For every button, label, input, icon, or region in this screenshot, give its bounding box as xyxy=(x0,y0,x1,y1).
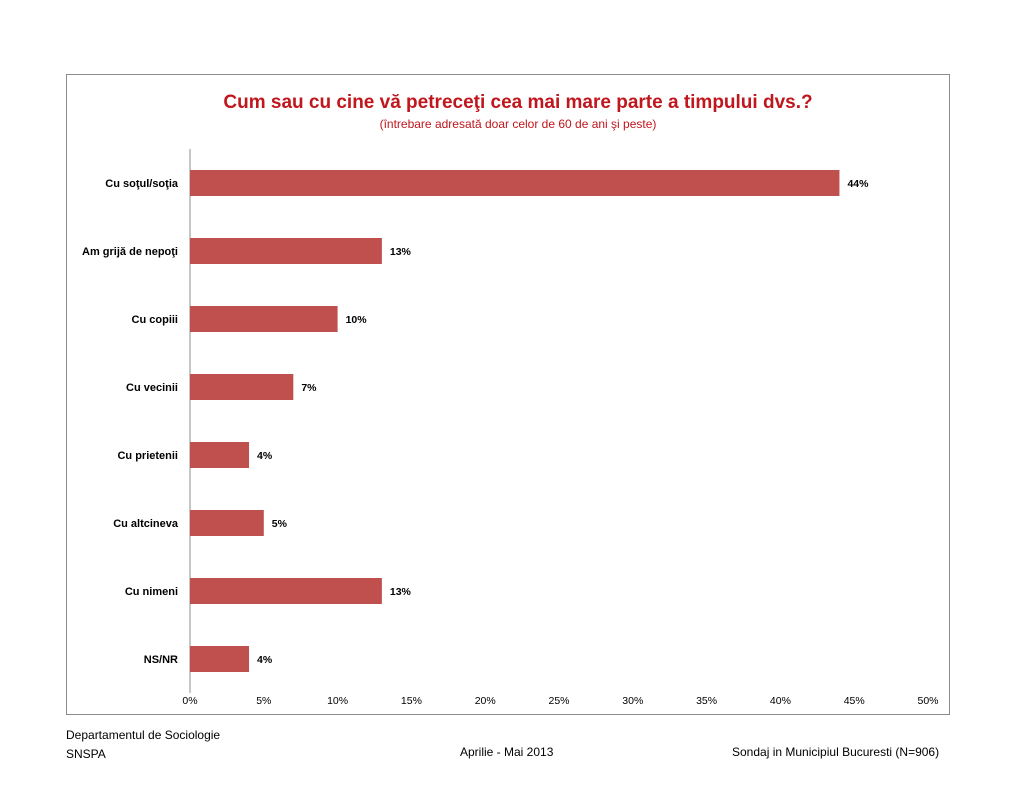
footer-survey: Sondaj in Municipiul Bucuresti (N=906) xyxy=(732,745,940,759)
category-label: Cu nimeni xyxy=(125,586,178,598)
footer-department: Departamentul de Sociologie xyxy=(66,728,221,742)
x-tick-label: 10% xyxy=(327,695,348,707)
footer-period: Aprilie - Mai 2013 xyxy=(460,745,554,759)
bar xyxy=(190,442,250,468)
chart-title: Cum sau cu cine vă petreceţi cea mai mar… xyxy=(223,92,812,113)
bar xyxy=(190,374,294,400)
chart-subtitle: (întrebare adresată doar celor de 60 de … xyxy=(380,117,657,131)
x-tick-label: 5% xyxy=(256,695,271,707)
data-label: 4% xyxy=(257,450,273,462)
bar xyxy=(190,306,338,332)
bar xyxy=(190,238,382,264)
bar xyxy=(190,578,382,604)
bar xyxy=(190,646,250,672)
x-tick-label: 35% xyxy=(696,695,717,707)
x-tick-label: 45% xyxy=(844,695,865,707)
plot-area: Cu soţul/soţia 44% Am grijă de nepoţi 13% Cu… xyxy=(82,149,939,707)
bar xyxy=(190,170,840,196)
footer-institution: SNSPA xyxy=(66,747,106,761)
x-tick-label: 20% xyxy=(475,695,496,707)
x-tick-label: 15% xyxy=(401,695,422,707)
data-label: 5% xyxy=(272,518,288,530)
category-label: Cu copiii xyxy=(132,314,178,326)
chart-frame: Cum sau cu cine vă petreceţi cea mai mar… xyxy=(66,74,950,715)
x-tick-label: 40% xyxy=(770,695,791,707)
category-label: Cu altcineva xyxy=(113,518,179,530)
category-label: Am grijă de nepoţi xyxy=(82,246,178,258)
x-tick-label: 30% xyxy=(622,695,643,707)
category-label: Cu vecinii xyxy=(126,382,178,394)
category-label: Cu soţul/soţia xyxy=(105,178,179,190)
category-label: Cu prietenii xyxy=(117,450,178,462)
data-label: 4% xyxy=(257,654,273,666)
data-label: 13% xyxy=(390,246,412,258)
x-tick-label: 25% xyxy=(548,695,569,707)
data-label: 10% xyxy=(346,314,368,326)
bar xyxy=(190,510,264,536)
category-label: NS/NR xyxy=(144,654,178,666)
data-label: 44% xyxy=(847,178,869,190)
x-tick-label: 0% xyxy=(182,695,197,707)
data-label: 13% xyxy=(390,586,412,598)
bar-chart: Cum sau cu cine vă petreceţi cea mai mar… xyxy=(82,92,939,707)
data-label: 7% xyxy=(301,382,317,394)
x-tick-label: 50% xyxy=(917,695,938,707)
